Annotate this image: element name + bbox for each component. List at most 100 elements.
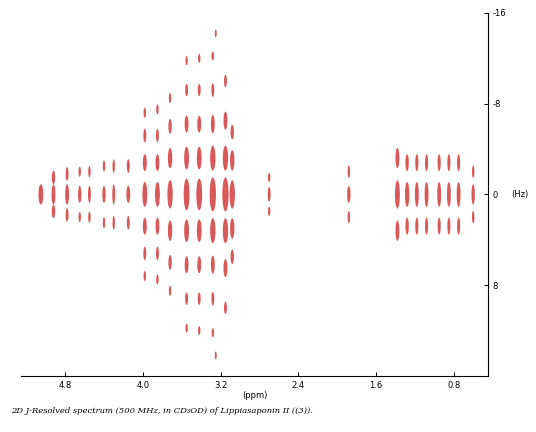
Ellipse shape [211, 292, 214, 305]
X-axis label: (ppm): (ppm) [242, 391, 267, 400]
Ellipse shape [88, 211, 91, 223]
Ellipse shape [210, 178, 216, 211]
Ellipse shape [168, 119, 172, 134]
Ellipse shape [415, 154, 419, 171]
Ellipse shape [347, 186, 351, 203]
Ellipse shape [155, 218, 159, 235]
Ellipse shape [230, 150, 234, 171]
Ellipse shape [127, 216, 130, 229]
Ellipse shape [348, 165, 350, 178]
Ellipse shape [184, 219, 189, 242]
Ellipse shape [112, 184, 115, 205]
Ellipse shape [437, 154, 441, 171]
Ellipse shape [425, 218, 428, 235]
Ellipse shape [268, 207, 270, 216]
Ellipse shape [184, 256, 189, 273]
Ellipse shape [103, 160, 105, 172]
Ellipse shape [472, 211, 474, 223]
Ellipse shape [448, 218, 450, 235]
Ellipse shape [143, 247, 146, 260]
Ellipse shape [88, 186, 91, 203]
Ellipse shape [472, 184, 475, 205]
Ellipse shape [415, 182, 419, 207]
Ellipse shape [210, 146, 215, 171]
Ellipse shape [197, 116, 201, 133]
Ellipse shape [396, 148, 399, 168]
Ellipse shape [169, 93, 172, 103]
Ellipse shape [78, 186, 81, 203]
Ellipse shape [425, 154, 428, 171]
Ellipse shape [211, 256, 215, 274]
Ellipse shape [223, 218, 228, 243]
Ellipse shape [167, 180, 173, 209]
Ellipse shape [156, 104, 159, 114]
Ellipse shape [457, 154, 460, 171]
Ellipse shape [113, 159, 115, 173]
Ellipse shape [212, 51, 214, 60]
Y-axis label: (Hz): (Hz) [511, 190, 528, 199]
Ellipse shape [143, 129, 146, 142]
Ellipse shape [78, 212, 81, 222]
Ellipse shape [185, 84, 188, 96]
Ellipse shape [396, 220, 399, 241]
Ellipse shape [229, 180, 235, 209]
Ellipse shape [144, 108, 146, 118]
Ellipse shape [65, 184, 69, 205]
Ellipse shape [65, 167, 69, 181]
Ellipse shape [143, 218, 147, 235]
Ellipse shape [169, 286, 172, 296]
Ellipse shape [348, 211, 350, 223]
Ellipse shape [395, 180, 400, 209]
Ellipse shape [224, 259, 227, 277]
Ellipse shape [155, 182, 160, 207]
Ellipse shape [127, 159, 130, 173]
Ellipse shape [156, 274, 159, 285]
Ellipse shape [197, 219, 202, 242]
Ellipse shape [224, 111, 227, 130]
Ellipse shape [215, 29, 217, 37]
Ellipse shape [437, 218, 441, 235]
Ellipse shape [65, 208, 69, 222]
Ellipse shape [197, 256, 201, 273]
Ellipse shape [405, 182, 410, 207]
Ellipse shape [212, 328, 214, 337]
Ellipse shape [405, 154, 409, 171]
Ellipse shape [224, 75, 227, 87]
Ellipse shape [224, 302, 227, 314]
Ellipse shape [437, 182, 441, 207]
Ellipse shape [168, 148, 172, 168]
Ellipse shape [198, 54, 200, 63]
Ellipse shape [211, 115, 215, 133]
Ellipse shape [184, 116, 189, 133]
Ellipse shape [143, 154, 147, 171]
Ellipse shape [103, 217, 105, 229]
Ellipse shape [155, 154, 159, 171]
Ellipse shape [472, 165, 474, 178]
Ellipse shape [211, 83, 214, 97]
Ellipse shape [230, 218, 234, 238]
Ellipse shape [198, 292, 200, 305]
Ellipse shape [448, 154, 450, 171]
Ellipse shape [168, 220, 172, 241]
Ellipse shape [144, 271, 146, 281]
Ellipse shape [447, 182, 451, 207]
Ellipse shape [156, 129, 159, 142]
Text: 2D J-Resolved spectrum (500 MHz, in CD₃OD) of Lippiasaponin II ((3)).: 2D J-Resolved spectrum (500 MHz, in CD₃O… [11, 407, 312, 415]
Ellipse shape [168, 255, 172, 270]
Ellipse shape [184, 178, 190, 210]
Ellipse shape [196, 178, 202, 210]
Ellipse shape [415, 218, 419, 235]
Ellipse shape [210, 218, 215, 243]
Ellipse shape [230, 249, 234, 264]
Ellipse shape [457, 218, 460, 235]
Ellipse shape [113, 216, 115, 229]
Ellipse shape [185, 56, 188, 65]
Ellipse shape [52, 205, 55, 218]
Ellipse shape [185, 324, 188, 333]
Ellipse shape [222, 178, 229, 211]
Ellipse shape [457, 182, 460, 207]
Ellipse shape [405, 218, 409, 235]
Ellipse shape [425, 182, 428, 207]
Ellipse shape [198, 326, 200, 335]
Ellipse shape [184, 147, 189, 169]
